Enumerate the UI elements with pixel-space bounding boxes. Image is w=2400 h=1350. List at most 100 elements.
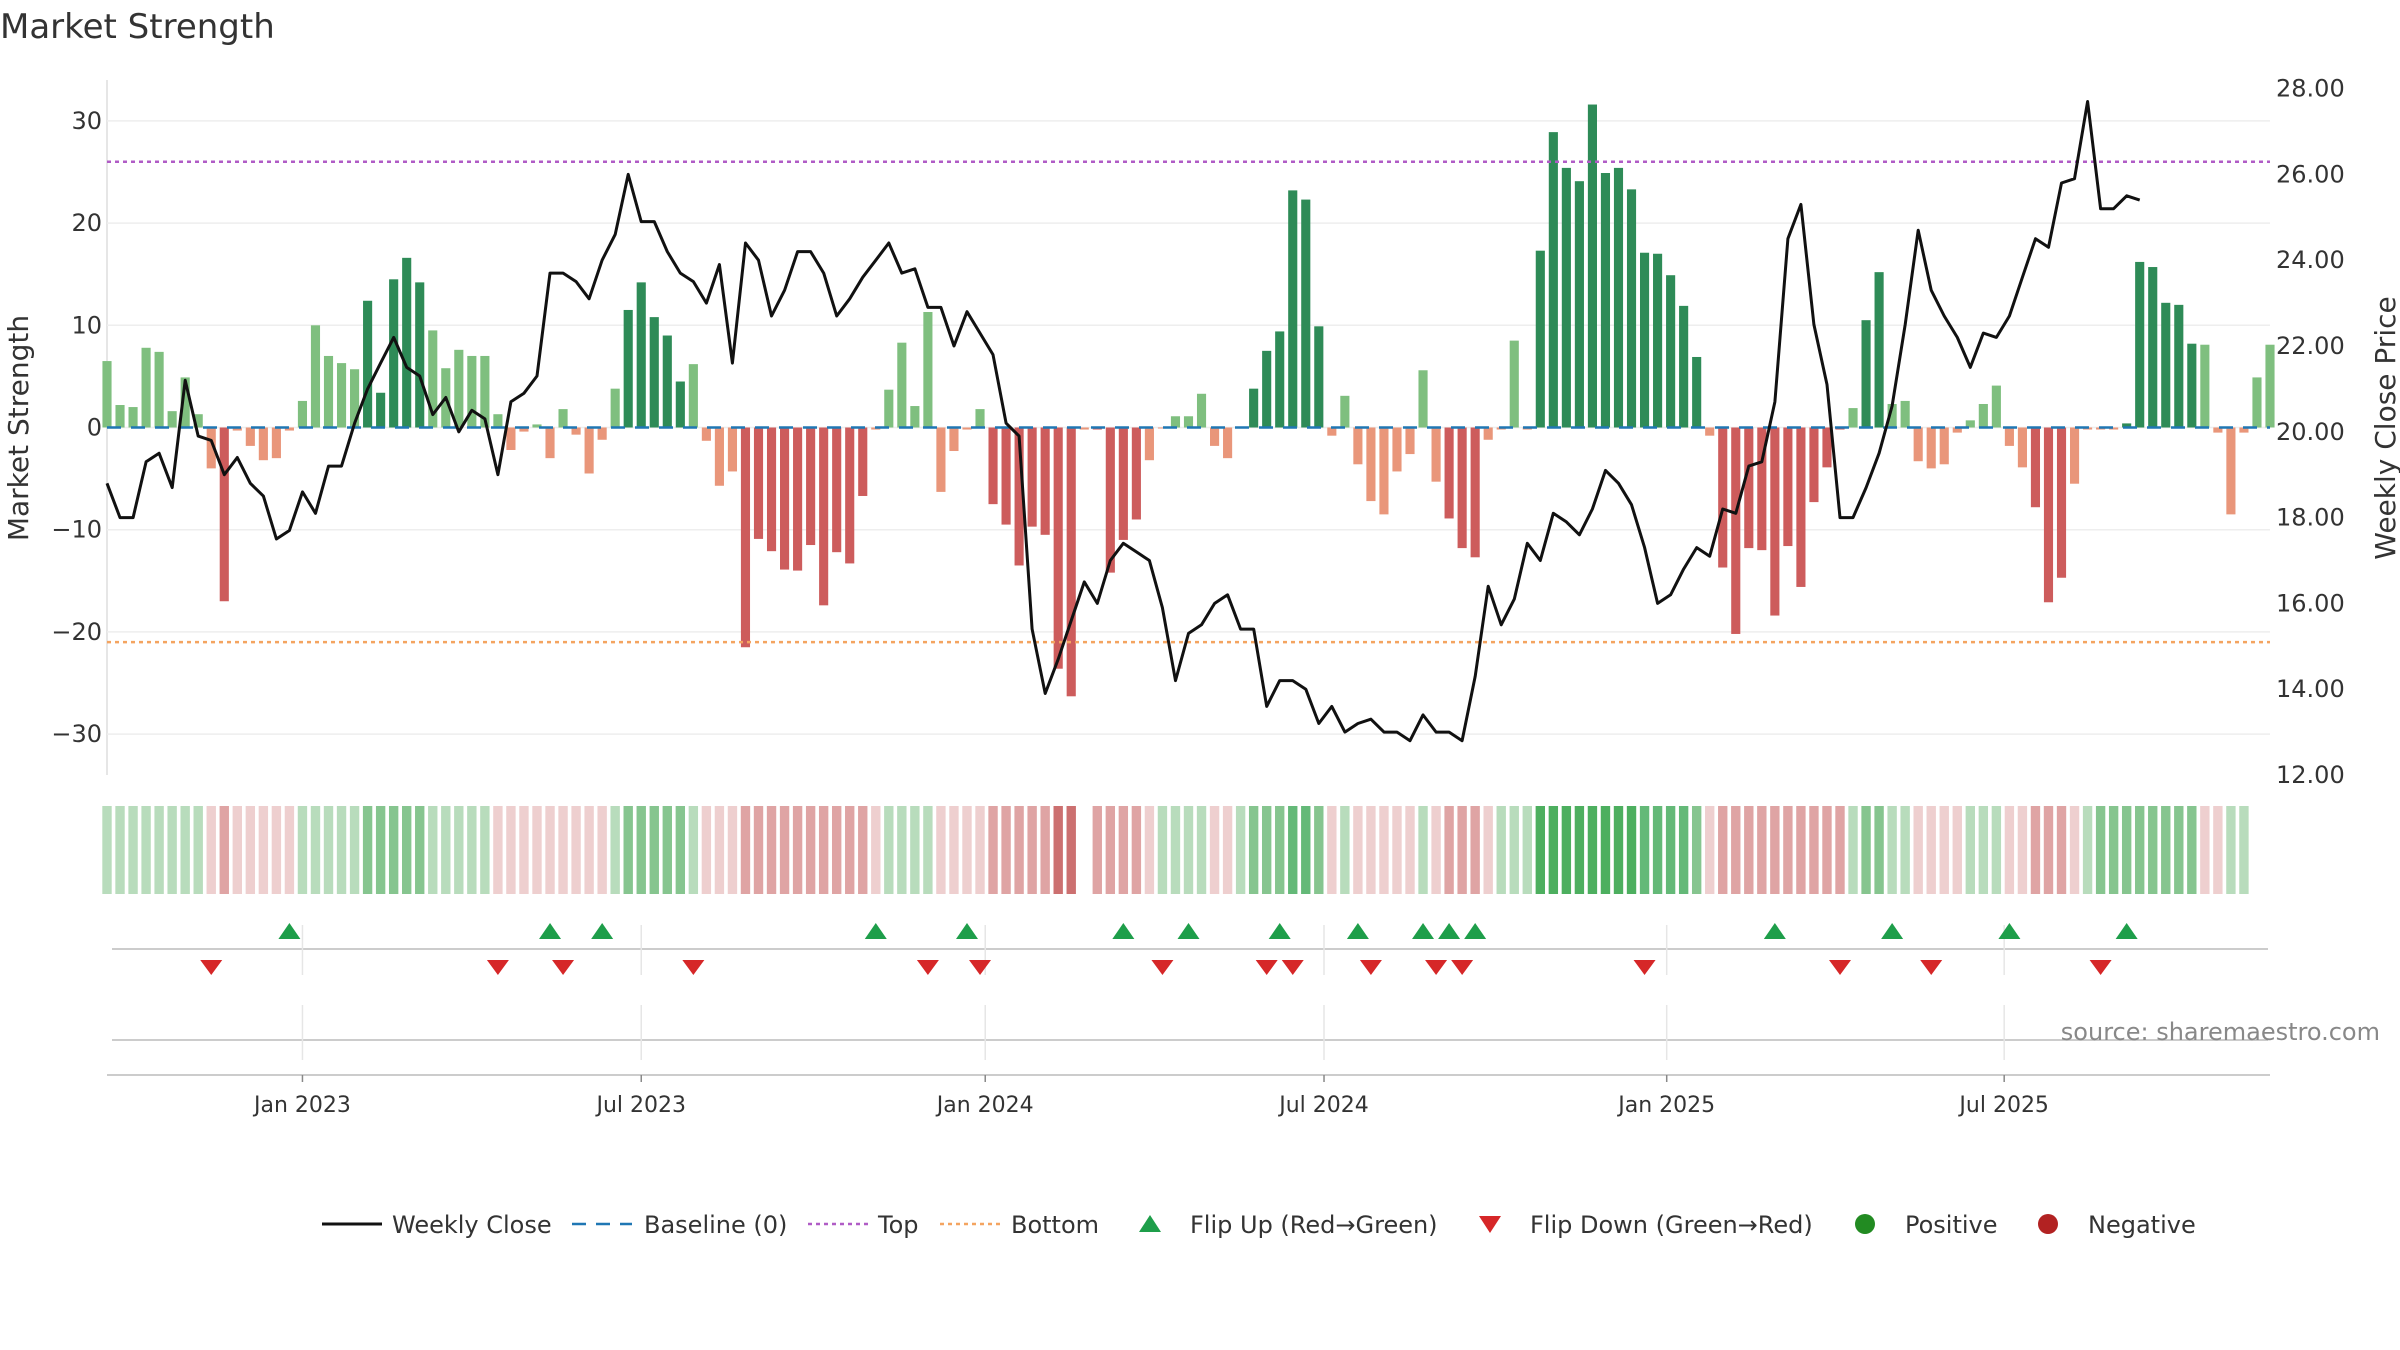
strength-bar — [1613, 167, 1624, 428]
strip-cell — [297, 806, 308, 894]
flip-up-marker — [1464, 923, 1487, 939]
strength-bar — [1470, 427, 1480, 558]
strength-bar — [1275, 331, 1285, 428]
strength-bar — [1587, 104, 1597, 428]
strip-cell — [1027, 806, 1037, 894]
strip-cell — [1353, 806, 1363, 894]
strip-cell — [1092, 806, 1102, 894]
strip-cell — [2030, 806, 2041, 894]
strip-cell — [258, 806, 269, 894]
strip-cell — [323, 806, 334, 894]
legend-label: Positive — [1905, 1211, 1998, 1239]
flip-down-marker — [682, 960, 705, 975]
strength-bar — [2135, 261, 2145, 428]
strength-bar — [271, 427, 281, 459]
strength-bar — [2069, 427, 2080, 484]
strength-bar — [1131, 427, 1141, 520]
strength-bar — [1379, 427, 1389, 515]
strip-cell — [2043, 806, 2054, 894]
strength-bar — [884, 389, 894, 428]
strip-cell — [714, 806, 725, 894]
strip-cell — [519, 806, 529, 894]
strength-bar — [1822, 427, 1832, 468]
strip-cell — [1913, 806, 1923, 894]
flip-up-marker — [1998, 923, 2021, 939]
y2-tick-label: 22.00 — [2276, 332, 2345, 360]
strength-bar — [336, 363, 347, 428]
strength-bar — [1535, 250, 1545, 428]
strength-bar — [662, 335, 672, 428]
strength-bar — [1444, 427, 1454, 519]
strength-bar — [1327, 427, 1337, 436]
flip-down-marker — [2089, 960, 2112, 975]
strength-bar — [949, 427, 959, 452]
strength-bar — [1027, 427, 1037, 527]
left-axis-ticks: 30 20 10 0 −10 −20 −30 — [51, 107, 102, 748]
strip-cell — [428, 806, 438, 894]
strength-bar — [1561, 167, 1571, 428]
strip-cell — [232, 806, 242, 894]
strength-bar — [1718, 427, 1728, 568]
y2-tick-label: 14.00 — [2276, 675, 2345, 703]
strip-cell — [1457, 806, 1467, 894]
strength-bar — [910, 406, 920, 428]
strip-cell — [949, 806, 959, 894]
flip-up-marker — [1268, 923, 1291, 939]
y-tick-label: 30 — [71, 107, 102, 135]
strip-cell — [727, 806, 738, 894]
strength-bar — [1392, 427, 1402, 472]
strip-cell — [805, 806, 816, 894]
strip-cell — [2239, 806, 2249, 894]
strip-cell — [884, 806, 894, 894]
strength-bar — [975, 409, 985, 428]
y2-tick-label: 24.00 — [2276, 246, 2345, 274]
strength-bar — [389, 279, 399, 428]
strength-bar — [402, 257, 412, 428]
flip-down-marker — [1425, 960, 1448, 975]
strip-cell — [467, 806, 477, 894]
strength-bar — [1731, 427, 1741, 634]
strip-cell — [1522, 806, 1532, 894]
y-tick-label: −10 — [51, 516, 102, 544]
strength-bar — [1288, 190, 1298, 428]
legend-label: Flip Up (Red→Green) — [1190, 1211, 1438, 1239]
strength-bar — [1118, 427, 1128, 540]
strength-bar — [897, 342, 907, 428]
strip-cell — [2187, 806, 2197, 894]
strength-bar — [323, 355, 334, 428]
strip-cell — [610, 806, 620, 894]
strip-cell — [1861, 806, 1871, 894]
y2-tick-label: 20.00 — [2276, 418, 2345, 446]
legend-item-bottom: Bottom — [940, 1211, 1099, 1239]
strength-bar — [2109, 427, 2119, 430]
strength-bar — [571, 427, 581, 435]
flip-up-marker — [1112, 923, 1135, 939]
strip-cell — [2082, 806, 2093, 894]
legend-label: Negative — [2088, 1211, 2196, 1239]
strip-cell — [1053, 806, 1063, 894]
strength-bar — [2056, 427, 2067, 578]
strip-cell — [2226, 806, 2236, 894]
strength-bar — [2200, 344, 2210, 428]
strength-bar — [1105, 427, 1115, 573]
strip-cell — [206, 806, 216, 894]
strip-cell — [1314, 806, 1324, 894]
strip-cell — [532, 806, 542, 894]
strip-cell — [910, 806, 920, 894]
strength-bar — [610, 388, 620, 428]
strip-cell — [1248, 806, 1259, 894]
strength-bar — [1040, 427, 1050, 535]
strip-cell — [1678, 806, 1689, 894]
flip-up-marker — [278, 923, 301, 939]
strength-bar — [167, 411, 177, 428]
strength-bar — [766, 427, 777, 552]
strip-cell — [1105, 806, 1116, 894]
strip-cell — [1209, 806, 1220, 894]
strip-cell — [766, 806, 777, 894]
flip-down-marker — [1255, 960, 1278, 975]
strength-bar — [832, 427, 842, 553]
strip-cell — [454, 806, 464, 894]
strip-cell — [2056, 806, 2067, 894]
strip-cell — [245, 806, 256, 894]
strip-cell — [858, 806, 868, 894]
